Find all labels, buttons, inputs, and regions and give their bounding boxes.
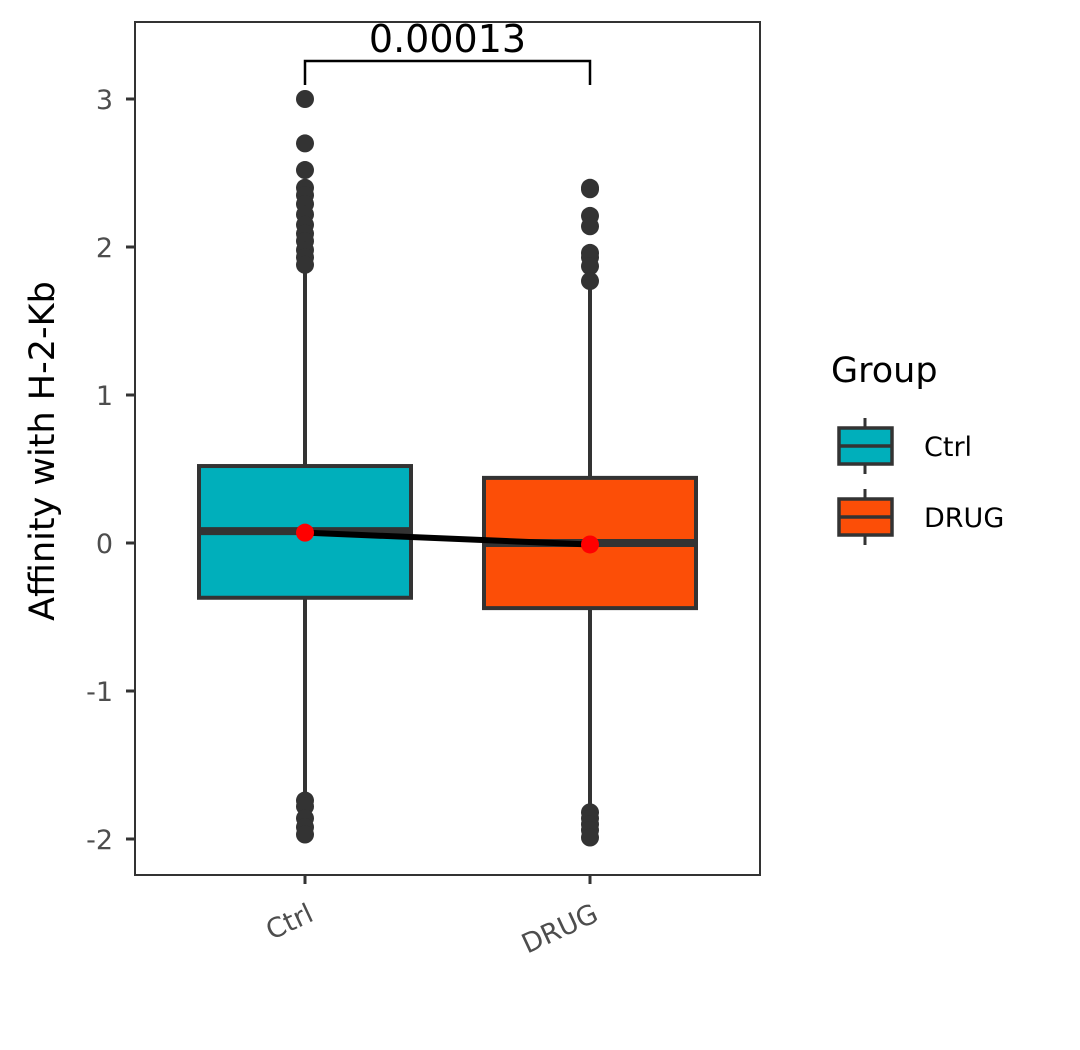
x-tick-label: DRUG: [517, 898, 603, 960]
y-tick-label: 2: [96, 233, 113, 264]
legend-title: Group: [831, 351, 938, 391]
outlier-point: [296, 825, 314, 844]
y-tick-label: 3: [96, 85, 113, 116]
outlier-point: [581, 272, 599, 291]
panel-border: [134, 21, 761, 876]
comparison-bracket: [303, 59, 592, 85]
outlier-point: [581, 257, 599, 276]
outlier-point: [581, 828, 599, 847]
outlier-point: [296, 161, 314, 180]
legend: Group Ctrl DRUG: [831, 351, 1004, 545]
legend-label: Ctrl: [924, 432, 972, 463]
y-tick-label: -2: [86, 825, 113, 856]
outlier-point: [296, 90, 314, 108]
x-tick-label: Ctrl: [261, 898, 318, 946]
plot-area: -2 -1 0 1 2 3 Ctrl DRUG 0.00013: [86, 17, 761, 960]
y-tick-label: 0: [96, 529, 113, 560]
outlier-point: [296, 255, 314, 274]
mean-point: [581, 535, 599, 554]
mean-point: [296, 523, 314, 542]
y-tick-label: 1: [96, 381, 113, 412]
outlier-point: [581, 217, 599, 236]
mean-line: [304, 529, 591, 548]
y-tick-label: -1: [86, 677, 113, 708]
y-axis-title: Affinity with H-2-Kb: [23, 281, 63, 621]
legend-label: DRUG: [924, 503, 1004, 534]
outlier-point: [581, 180, 599, 199]
outlier-point: [296, 134, 314, 153]
p-value-label: 0.00013: [369, 17, 526, 61]
